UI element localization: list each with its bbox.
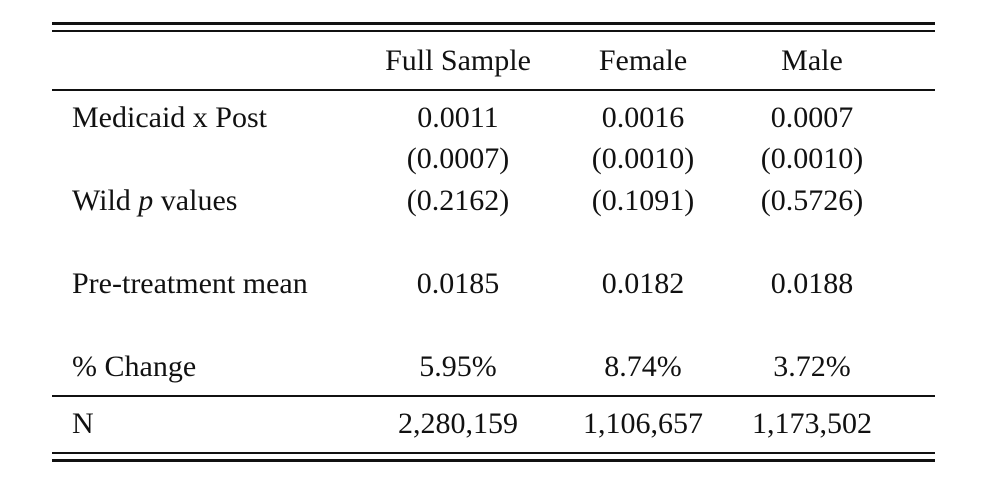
row-label-wild-prefix: Wild xyxy=(72,184,139,217)
se-full-sample: (0.0007) xyxy=(406,142,510,175)
pct-change-full-sample: 5.95% xyxy=(419,350,497,383)
header-rule xyxy=(52,89,935,91)
row-label-percent-change: % Change xyxy=(72,350,197,383)
row-label-medicaid-x-post: Medicaid x Post xyxy=(72,101,267,134)
top-rule-inner xyxy=(52,30,935,32)
row-label-wild-p-values: Wild p values xyxy=(72,184,237,218)
pct-change-female: 8.74% xyxy=(604,350,682,383)
row-label-wild-suffix: values xyxy=(153,184,238,217)
column-header-female: Female xyxy=(598,44,688,77)
pre-n-rule xyxy=(52,395,935,397)
pre-mean-female: 0.0182 xyxy=(601,267,685,300)
wild-p-male: (0.5726) xyxy=(760,184,864,217)
row-label-wild-p: p xyxy=(138,184,154,217)
n-female: 1,106,657 xyxy=(583,407,703,440)
top-rule-outer xyxy=(52,22,935,25)
n-full-sample: 2,280,159 xyxy=(398,407,518,440)
coef-female: 0.0016 xyxy=(601,101,685,134)
se-male: (0.0010) xyxy=(760,142,864,175)
se-female: (0.0010) xyxy=(591,142,695,175)
coef-full-sample: 0.0011 xyxy=(417,101,499,134)
row-label-n: N xyxy=(72,407,94,440)
pre-mean-full-sample: 0.0185 xyxy=(416,267,500,300)
bottom-rule-outer xyxy=(52,459,935,462)
column-header-full-sample: Full Sample xyxy=(385,44,531,77)
column-header-male: Male xyxy=(781,44,843,77)
bottom-rule-inner xyxy=(52,452,935,454)
wild-p-full-sample: (0.2162) xyxy=(406,184,510,217)
row-label-pre-treatment-mean: Pre-treatment mean xyxy=(72,267,308,300)
wild-p-female: (0.1091) xyxy=(591,184,695,217)
n-male: 1,173,502 xyxy=(752,407,872,440)
pre-mean-male: 0.0188 xyxy=(770,267,854,300)
coef-male: 0.0007 xyxy=(770,101,854,134)
pct-change-male: 3.72% xyxy=(773,350,851,383)
